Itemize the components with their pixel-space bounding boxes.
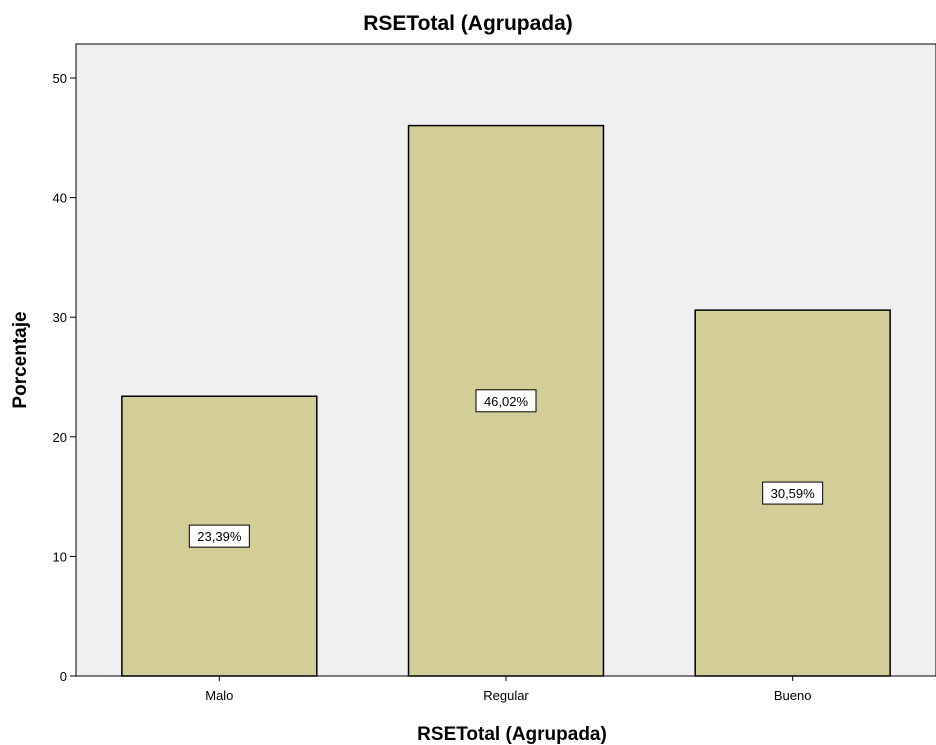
y-axis-title: Porcentaje [10, 311, 31, 408]
y-tick-label: 0 [60, 669, 67, 684]
data-label: 23,39% [197, 529, 242, 544]
y-tick-label: 10 [53, 549, 67, 564]
y-tick-label: 30 [53, 310, 67, 325]
x-tick-label: Malo [205, 688, 233, 703]
x-tick-label: Regular [483, 688, 529, 703]
data-label-box [762, 481, 824, 505]
chart-title: RSETotal (Agrupada) [363, 12, 573, 35]
y-tick-label: 50 [53, 71, 67, 86]
data-label: 30,59% [771, 486, 816, 501]
y-tick-label: 20 [53, 430, 67, 445]
x-axis-title: RSETotal (Agrupada) [417, 724, 607, 745]
x-tick-label: Bueno [774, 688, 812, 703]
y-axis-ticks: 0 10 20 30 40 50 [53, 71, 76, 684]
data-label-box [188, 524, 250, 548]
data-label: 46,02% [484, 394, 529, 409]
y-tick-label: 40 [53, 191, 67, 206]
bar-bueno [694, 309, 891, 677]
data-labels-group: 23,39% 46,02% 30,59% [188, 389, 824, 548]
data-label-box [475, 389, 537, 413]
x-axis-ticks: Malo Regular Bueno [205, 676, 811, 703]
